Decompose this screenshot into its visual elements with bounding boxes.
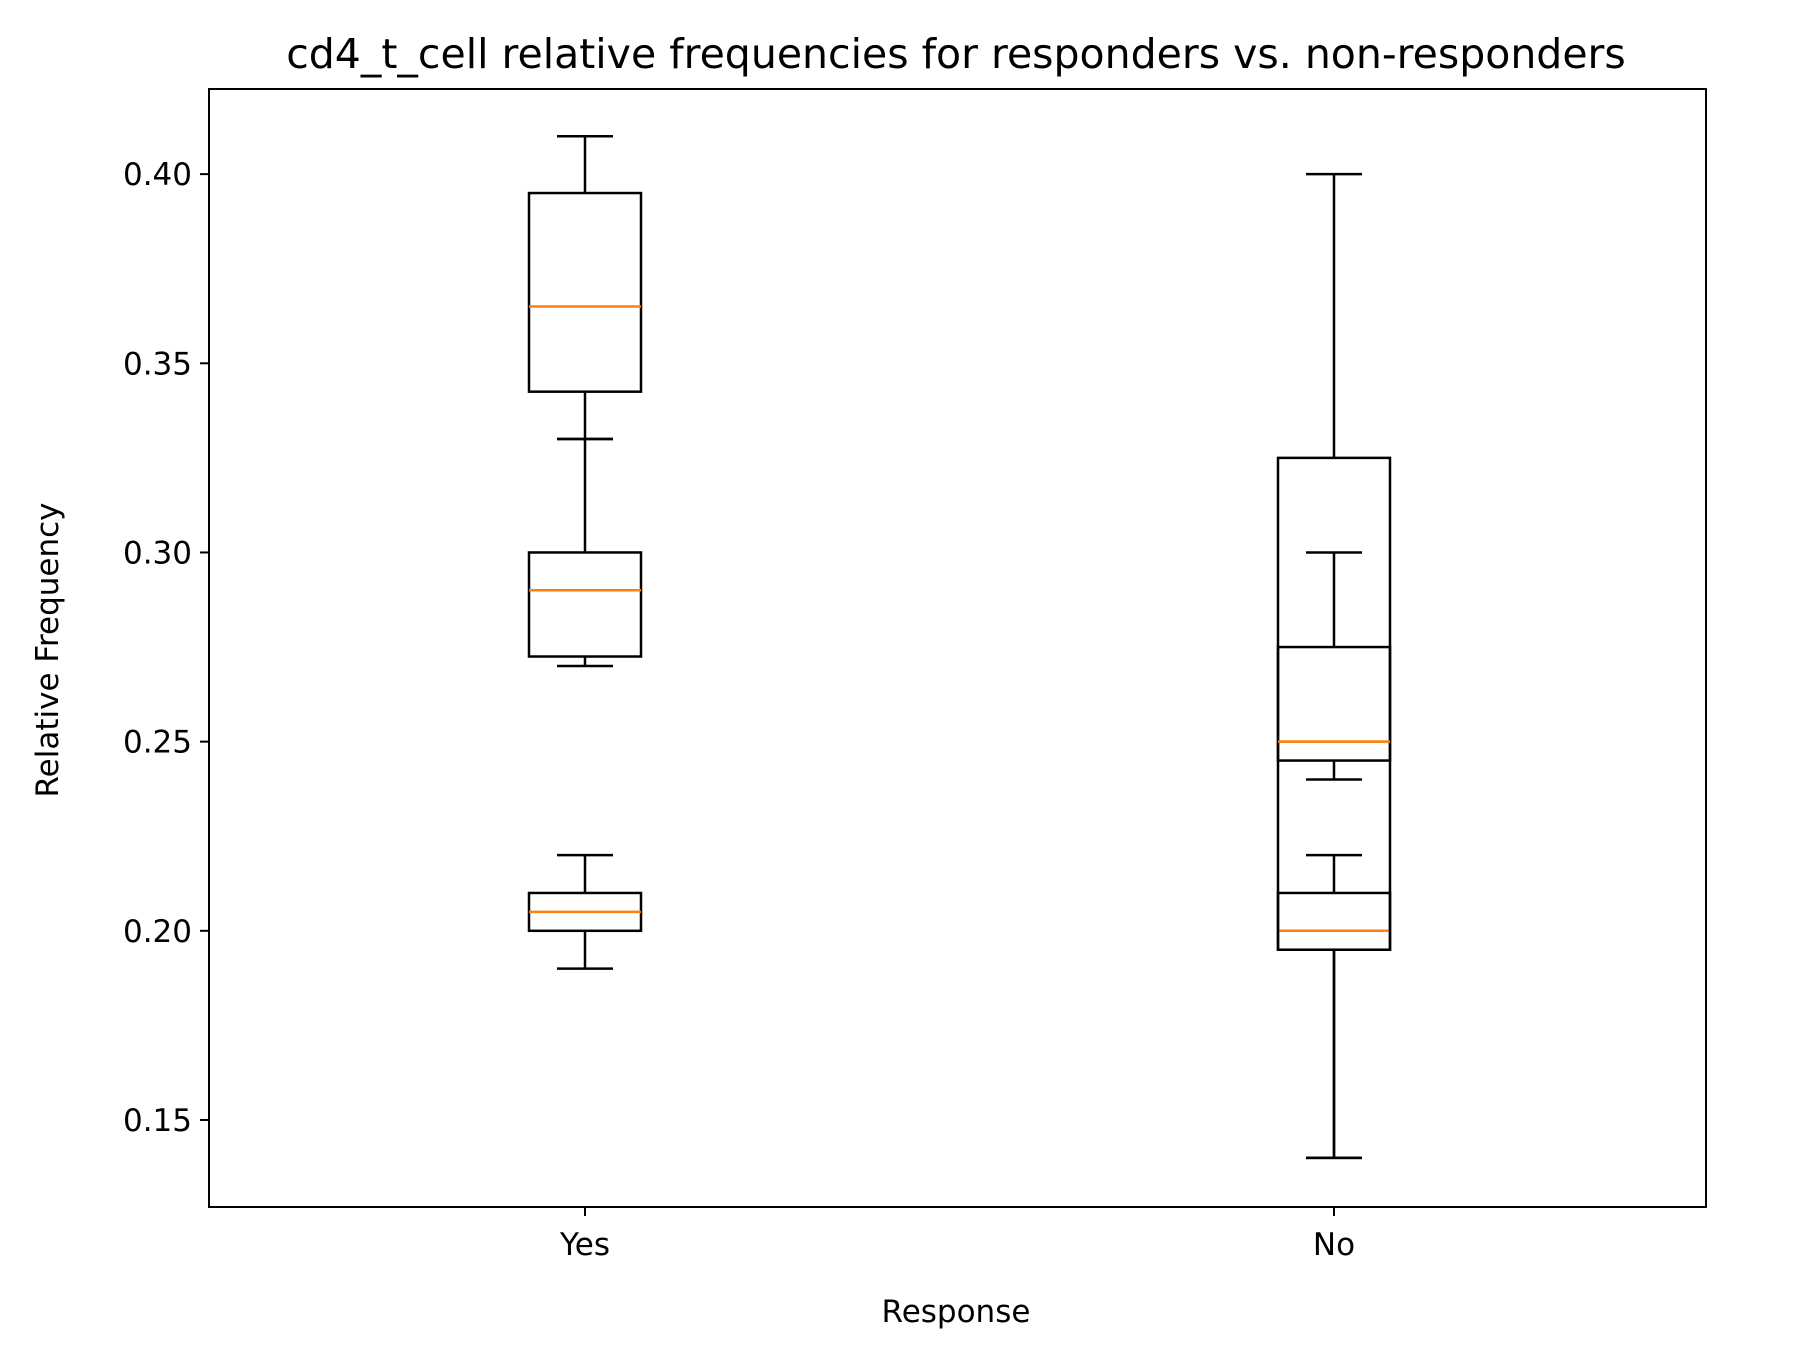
y-tick-label: 0.40 (123, 157, 192, 193)
y-tick-label: 0.30 (123, 535, 192, 571)
box (527, 191, 643, 393)
plot-frame (208, 88, 1707, 1208)
box (527, 551, 643, 658)
x-axis-label: Response (882, 1294, 1031, 1330)
box (1276, 456, 1392, 951)
x-tick-label: Yes (559, 1227, 610, 1263)
box (1276, 645, 1392, 762)
y-tick-label: 0.20 (123, 914, 192, 950)
plot-marks: 0.15 0.20 0.25 0.30 0.35 0.40 Yes No (123, 135, 1392, 1263)
y-tick-label: 0.25 (123, 725, 192, 761)
chart-title: cd4_t_cell relative frequencies for resp… (286, 30, 1626, 78)
box (1276, 891, 1392, 951)
x-tick-label: No (1313, 1227, 1355, 1263)
y-axis-label: Relative Frequency (30, 502, 66, 797)
y-tick-label: 0.15 (123, 1103, 192, 1139)
y-tick-label: 0.35 (123, 346, 192, 382)
